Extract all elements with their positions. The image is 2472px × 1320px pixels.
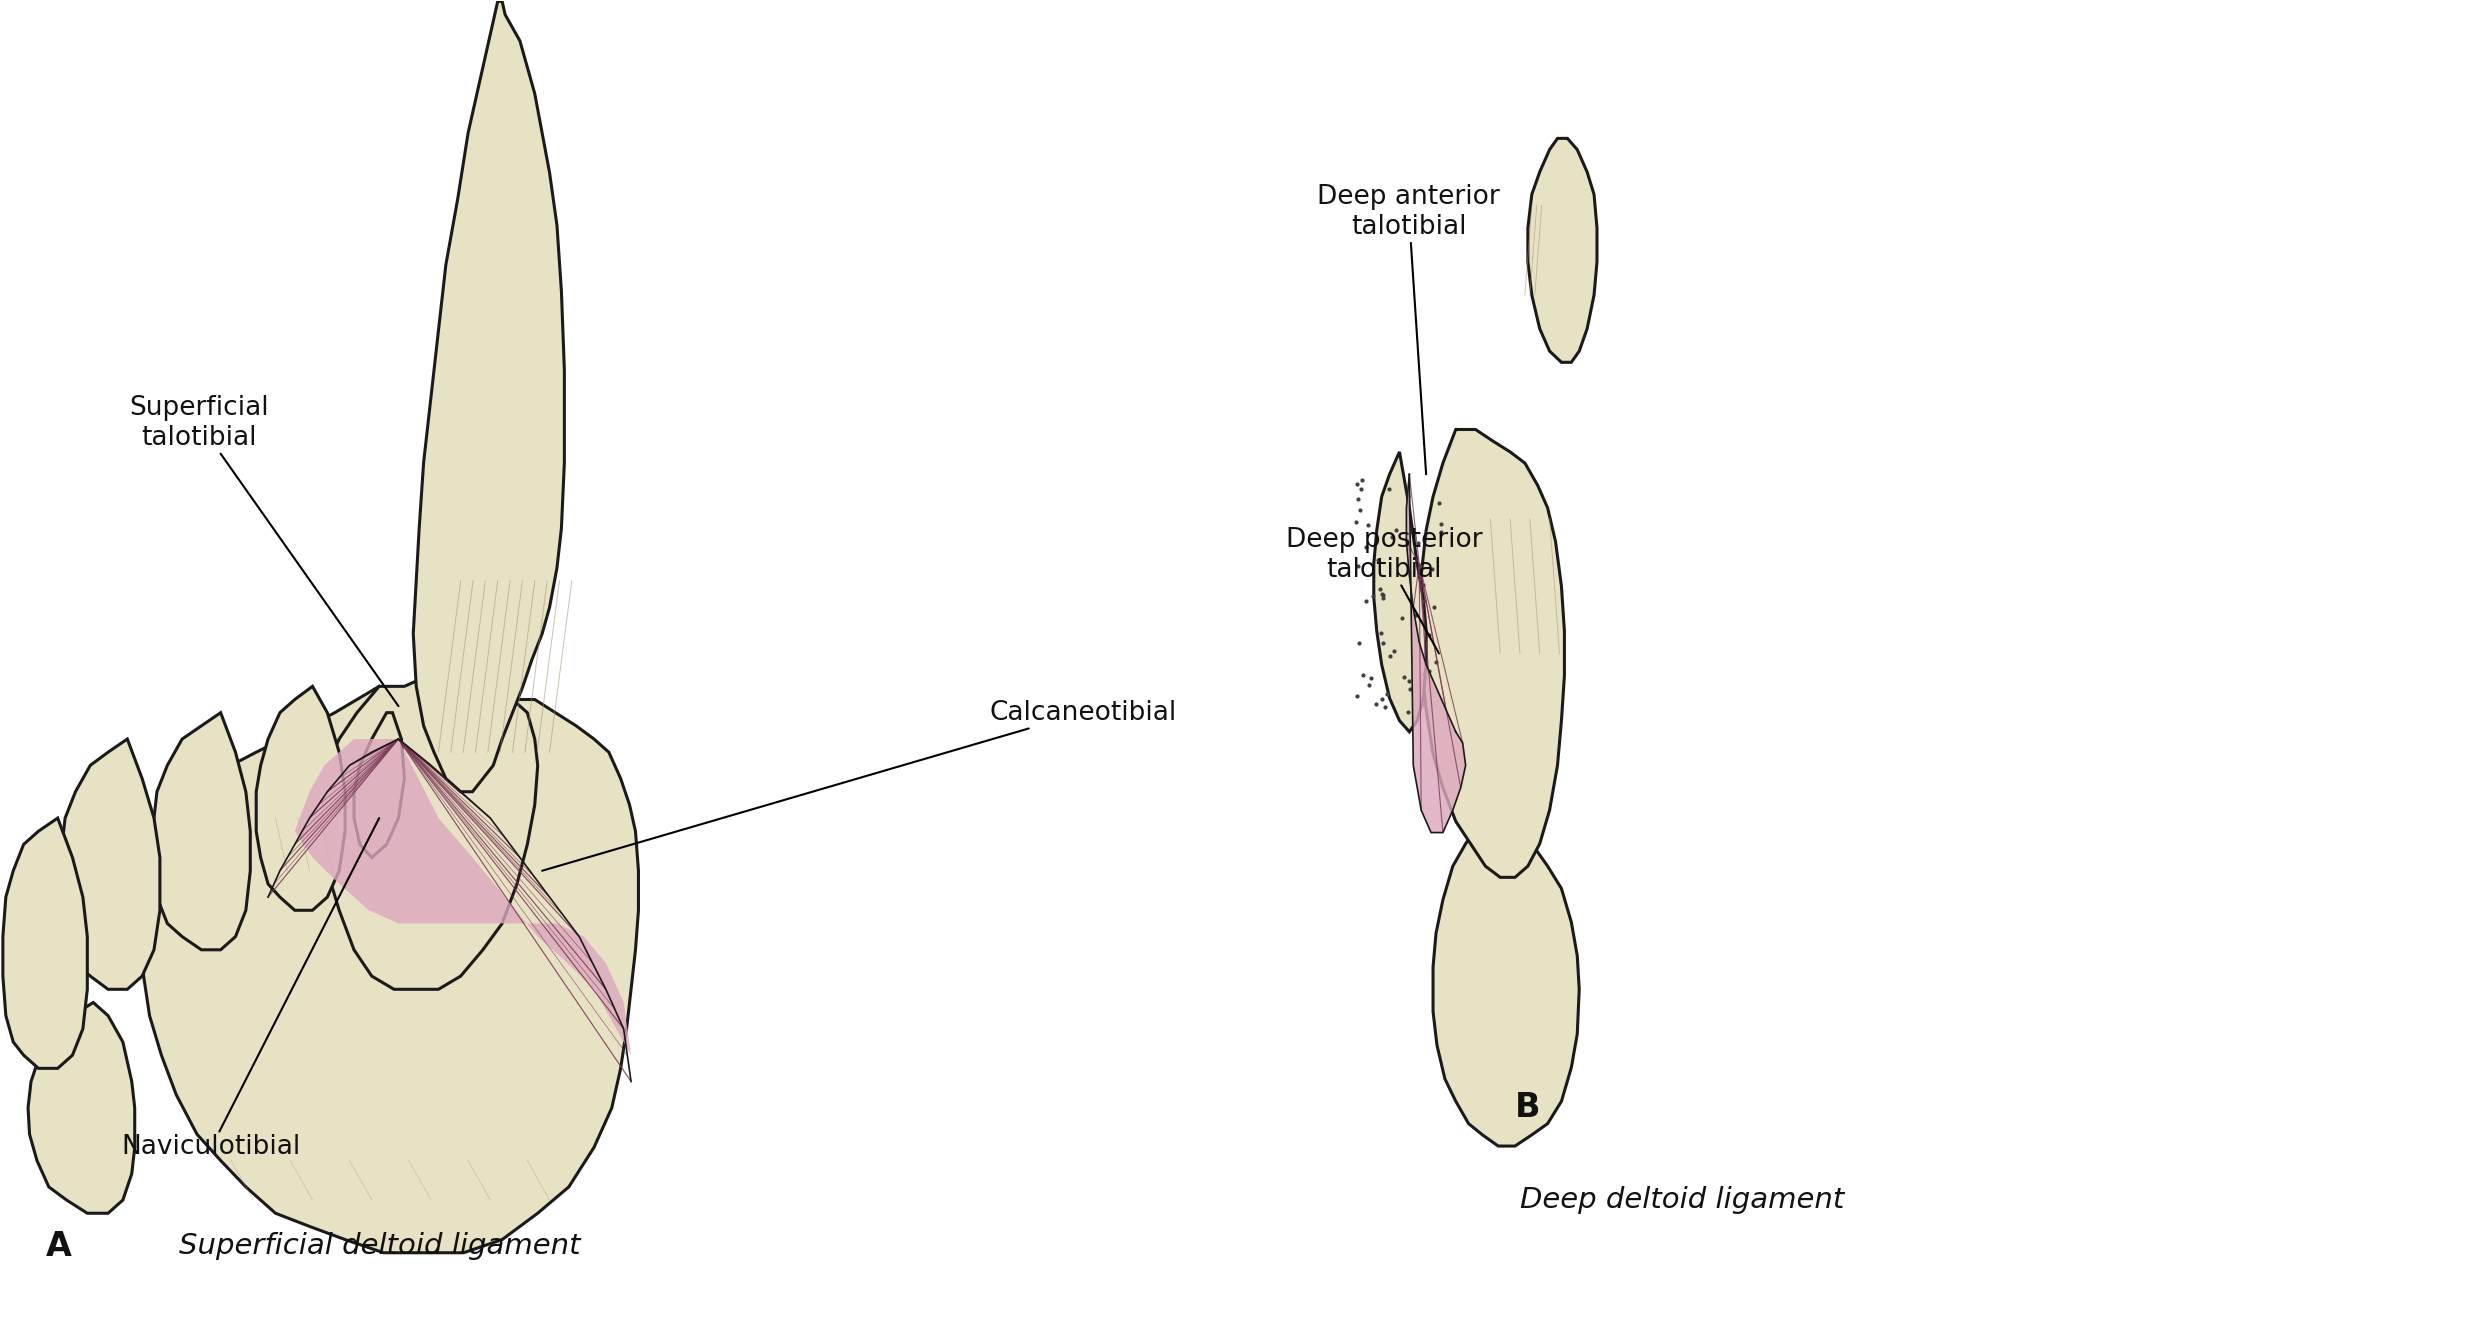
Polygon shape: [257, 686, 346, 911]
Polygon shape: [2, 818, 87, 1068]
Polygon shape: [1434, 821, 1580, 1146]
Text: Naviculotibial: Naviculotibial: [121, 818, 378, 1160]
Polygon shape: [62, 739, 161, 989]
Polygon shape: [1528, 139, 1597, 362]
Polygon shape: [294, 739, 630, 1055]
Polygon shape: [1407, 474, 1466, 833]
Text: Calcaneotibial: Calcaneotibial: [541, 700, 1177, 871]
Polygon shape: [153, 713, 250, 950]
Polygon shape: [1374, 451, 1426, 731]
Polygon shape: [413, 1, 564, 792]
Text: Superficial deltoid ligament: Superficial deltoid ligament: [178, 1232, 581, 1261]
Text: Deep posterior
talotibial: Deep posterior talotibial: [1285, 527, 1483, 653]
Polygon shape: [1419, 429, 1565, 878]
Text: Superficial
talotibial: Superficial talotibial: [129, 395, 398, 706]
Polygon shape: [319, 673, 539, 989]
Polygon shape: [353, 713, 405, 858]
Text: Deep anterior
talotibial: Deep anterior talotibial: [1318, 185, 1501, 474]
Text: B: B: [1515, 1092, 1540, 1125]
Polygon shape: [27, 1002, 136, 1213]
Polygon shape: [141, 686, 638, 1253]
Text: Deep deltoid ligament: Deep deltoid ligament: [1520, 1187, 1844, 1214]
Text: A: A: [47, 1230, 72, 1263]
